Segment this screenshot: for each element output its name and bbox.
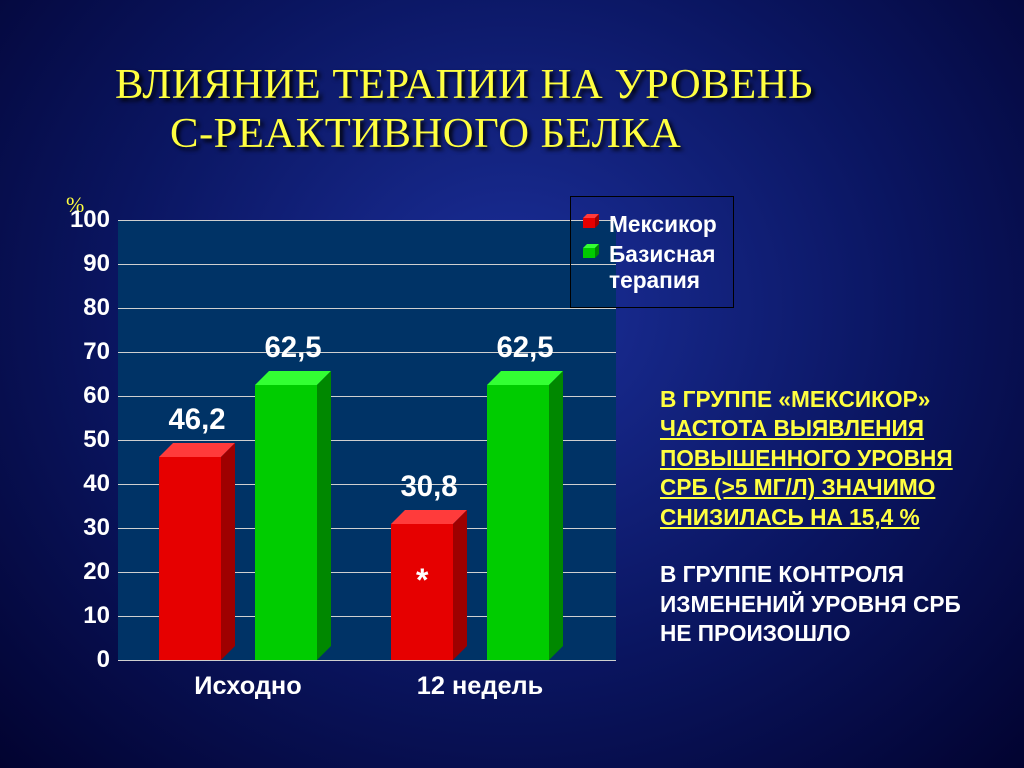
value-label: 62,5 bbox=[264, 331, 321, 365]
title-line-2: С-РЕАКТИВНОГО БЕЛКА bbox=[170, 109, 964, 158]
value-label: 30,8 bbox=[400, 470, 457, 504]
legend-label: Мексикор bbox=[609, 211, 717, 237]
legend: Мексикор Базиснаятерапия bbox=[570, 196, 734, 308]
bar-side bbox=[317, 371, 331, 660]
y-tick-label: 50 bbox=[66, 426, 110, 454]
y-tick-label: 10 bbox=[66, 602, 110, 630]
slide-title: ВЛИЯНИЕ ТЕРАПИИ НА УРОВЕНЬ С-РЕАКТИВНОГО… bbox=[115, 60, 964, 158]
value-label: 62,5 bbox=[496, 331, 553, 365]
findings-bottom: В ГРУППЕ КОНТРОЛЯ ИЗМЕНЕНИЙ УРОВНЯ СРБ Н… bbox=[660, 560, 995, 648]
y-tick-label: 30 bbox=[66, 514, 110, 542]
gridline bbox=[118, 264, 616, 265]
y-tick-label: 20 bbox=[66, 558, 110, 586]
x-tick-label: 12 недель bbox=[400, 672, 560, 701]
value-label: 46,2 bbox=[168, 403, 225, 437]
findings-underlined: ЧАСТОТА ВЫЯВЛЕНИЯ ПОВЫШЕННОГО УРОВНЯ СРБ… bbox=[660, 415, 953, 529]
x-tick-label: Исходно bbox=[168, 672, 328, 701]
bar bbox=[255, 385, 317, 660]
gridline bbox=[118, 308, 616, 309]
legend-item: Базиснаятерапия bbox=[583, 241, 717, 293]
gridline bbox=[118, 220, 616, 221]
asterisk-marker: * bbox=[416, 562, 428, 599]
bar bbox=[487, 385, 549, 660]
legend-item: Мексикор bbox=[583, 211, 717, 237]
legend-swatch bbox=[583, 214, 599, 228]
legend-label: Базиснаятерапия bbox=[609, 241, 715, 293]
y-tick-label: 70 bbox=[66, 338, 110, 366]
findings-text: В ГРУППЕ «МЕКСИКОР» ЧАСТОТА ВЫЯВЛЕНИЯ ПО… bbox=[660, 385, 995, 649]
y-tick-label: 90 bbox=[66, 250, 110, 278]
legend-swatch bbox=[583, 244, 599, 258]
bar-chart: 010203040506070809010046,262,5Исходно30,… bbox=[68, 220, 616, 720]
bar-side bbox=[453, 510, 467, 660]
y-tick-label: 60 bbox=[66, 382, 110, 410]
bar-side bbox=[549, 371, 563, 660]
y-tick-label: 40 bbox=[66, 470, 110, 498]
y-tick-label: 80 bbox=[66, 294, 110, 322]
plot-area: 010203040506070809010046,262,5Исходно30,… bbox=[118, 220, 616, 660]
bar bbox=[159, 457, 221, 660]
gridline bbox=[118, 660, 616, 661]
y-tick-label: 100 bbox=[66, 206, 110, 234]
findings-head: В ГРУППЕ «МЕКСИКОР» bbox=[660, 386, 930, 412]
y-tick-label: 0 bbox=[66, 646, 110, 674]
bar-side bbox=[221, 443, 235, 660]
title-line-1: ВЛИЯНИЕ ТЕРАПИИ НА УРОВЕНЬ bbox=[115, 60, 964, 109]
